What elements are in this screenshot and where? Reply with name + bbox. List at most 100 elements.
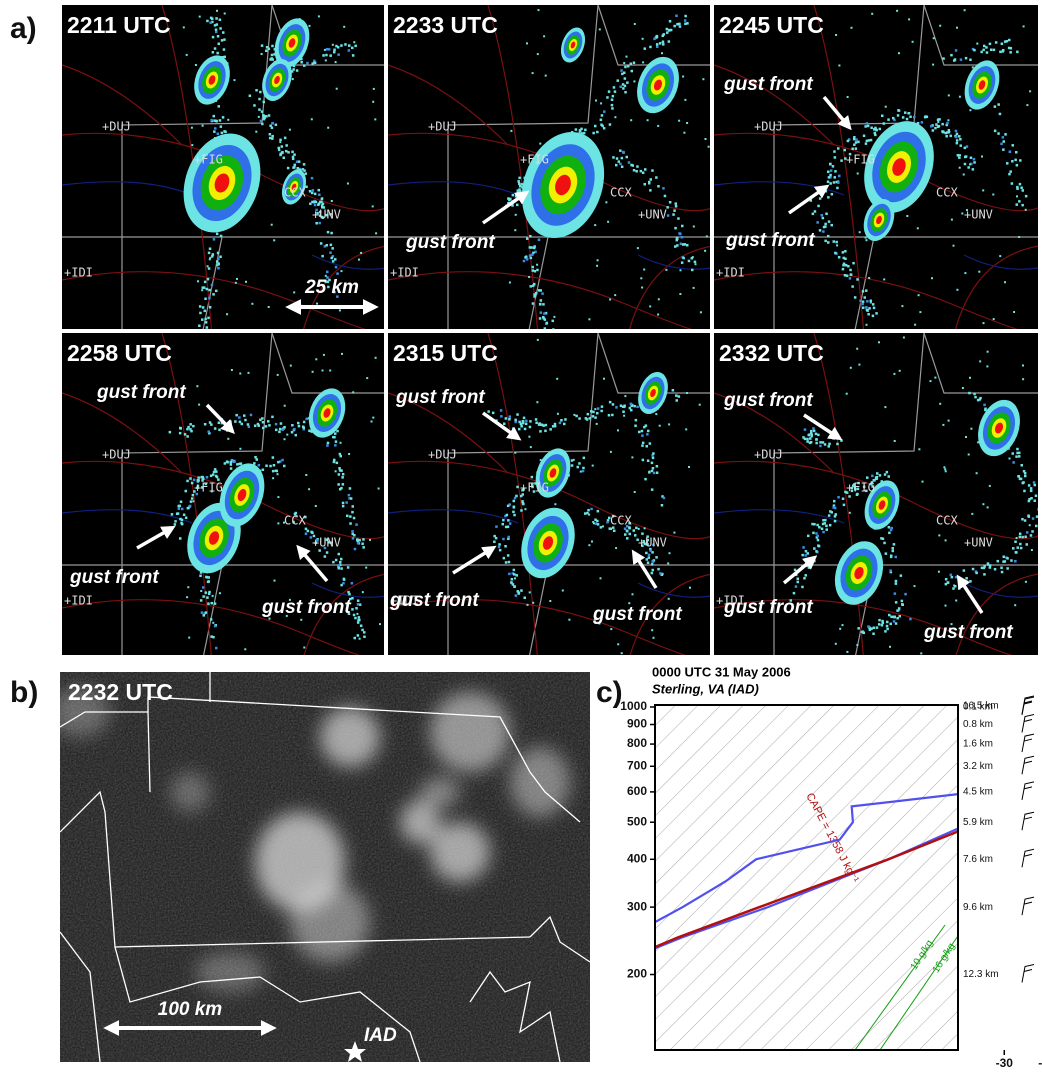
- radar-echo: [603, 378, 605, 380]
- radar-echo: [208, 267, 211, 270]
- radar-echo: [816, 221, 819, 224]
- radar-echo: [532, 72, 534, 74]
- radar-echo: [575, 128, 578, 131]
- radar-echo: [583, 132, 586, 135]
- radar-echo: [858, 364, 860, 366]
- radar-echo: [218, 429, 221, 432]
- radar-echo: [562, 590, 564, 592]
- radar-echo: [199, 16, 201, 18]
- radar-echo: [224, 13, 226, 15]
- radar-echo: [253, 462, 256, 465]
- radar-echo: [676, 399, 679, 402]
- radar-echo: [262, 469, 265, 472]
- radar-echo: [886, 621, 889, 624]
- radar-echo: [807, 535, 810, 538]
- radar-echo: [223, 130, 226, 133]
- radar-echo: [507, 519, 510, 522]
- radar-echo: [353, 517, 356, 520]
- radar-echo: [864, 296, 867, 299]
- radar-echo: [622, 87, 625, 90]
- radar-echo: [348, 453, 350, 455]
- radar-echo: [974, 396, 977, 399]
- radar-echo: [178, 508, 181, 511]
- radar-echo: [645, 552, 648, 555]
- radar-echo: [255, 89, 257, 92]
- radar-echo: [1019, 183, 1022, 186]
- radar-echo: [235, 414, 238, 417]
- radar-echo: [579, 130, 582, 133]
- radar-echo: [291, 431, 294, 434]
- radar-echo: [802, 546, 805, 549]
- radar-echo: [873, 307, 876, 310]
- radar-echo: [602, 525, 604, 527]
- site-label: IAD: [364, 1025, 397, 1046]
- radar-echo: [528, 276, 530, 278]
- radar-echo: [192, 425, 195, 428]
- radar-echo: [888, 475, 891, 478]
- radar-echo: [208, 252, 211, 255]
- radar-echo: [656, 472, 659, 475]
- radar-echo: [856, 278, 859, 281]
- radar-echo: [883, 278, 885, 280]
- radar-echo: [836, 244, 838, 246]
- radar-echo: [217, 35, 220, 38]
- radar-echo: [815, 532, 818, 535]
- radar-echo: [886, 471, 889, 474]
- radar-echo: [341, 353, 343, 355]
- radar-echo: [633, 169, 636, 172]
- radar-echo: [838, 65, 840, 67]
- radar-echo: [537, 339, 539, 341]
- radar-echo: [263, 117, 266, 120]
- radar-echo: [580, 471, 582, 473]
- radar-echo: [832, 165, 835, 168]
- radar-echo: [329, 252, 332, 255]
- radar-echo: [930, 125, 933, 128]
- radar-echo: [656, 465, 659, 468]
- height-label: 0.8 km: [963, 719, 993, 730]
- radar-echo: [605, 201, 607, 203]
- radar-echo: [884, 406, 886, 408]
- radar-echo: [803, 577, 806, 580]
- radar-echo: [248, 372, 250, 374]
- radar-echo: [866, 476, 869, 479]
- panel-time: 2233 UTC: [393, 12, 498, 38]
- radar-echo: [181, 523, 184, 526]
- radar-echo: [300, 61, 303, 64]
- wind-barb: [1022, 965, 1034, 983]
- radar-echo: [1021, 518, 1024, 521]
- radar-echo: [815, 442, 818, 445]
- radar-echo: [941, 123, 944, 126]
- radar-echo: [948, 420, 950, 422]
- radar-echo: [829, 524, 832, 527]
- radar-echo: [932, 64, 934, 66]
- radar-echo: [347, 566, 350, 569]
- radar-echo: [1004, 560, 1007, 563]
- radar-echo: [513, 500, 516, 503]
- radar-echo: [662, 41, 665, 44]
- radar-echo: [955, 136, 958, 139]
- radar-echo: [578, 417, 581, 420]
- radar-echo: [875, 129, 878, 132]
- radar-echo: [234, 79, 236, 81]
- radar-echo: [314, 193, 317, 196]
- radar-echo: [341, 476, 344, 479]
- radar-echo: [596, 265, 598, 267]
- radar-echo: [812, 532, 815, 535]
- radar-echo: [351, 597, 354, 600]
- radar-echo: [184, 433, 187, 436]
- radar-echo: [279, 428, 282, 431]
- radar-echo: [219, 256, 222, 259]
- radar-echo: [300, 619, 302, 621]
- radar-echo: [622, 83, 625, 86]
- station-label: +UNV: [638, 536, 667, 550]
- radar-echo: [379, 623, 381, 625]
- radar-echo: [919, 311, 921, 313]
- radar-echo: [959, 96, 961, 98]
- radar-echo: [518, 591, 521, 594]
- radar-echo: [1008, 39, 1011, 42]
- radar-echo: [1012, 144, 1015, 147]
- radar-echo: [549, 428, 552, 431]
- radar-echo: [882, 538, 885, 541]
- radar-echo: [1004, 281, 1006, 283]
